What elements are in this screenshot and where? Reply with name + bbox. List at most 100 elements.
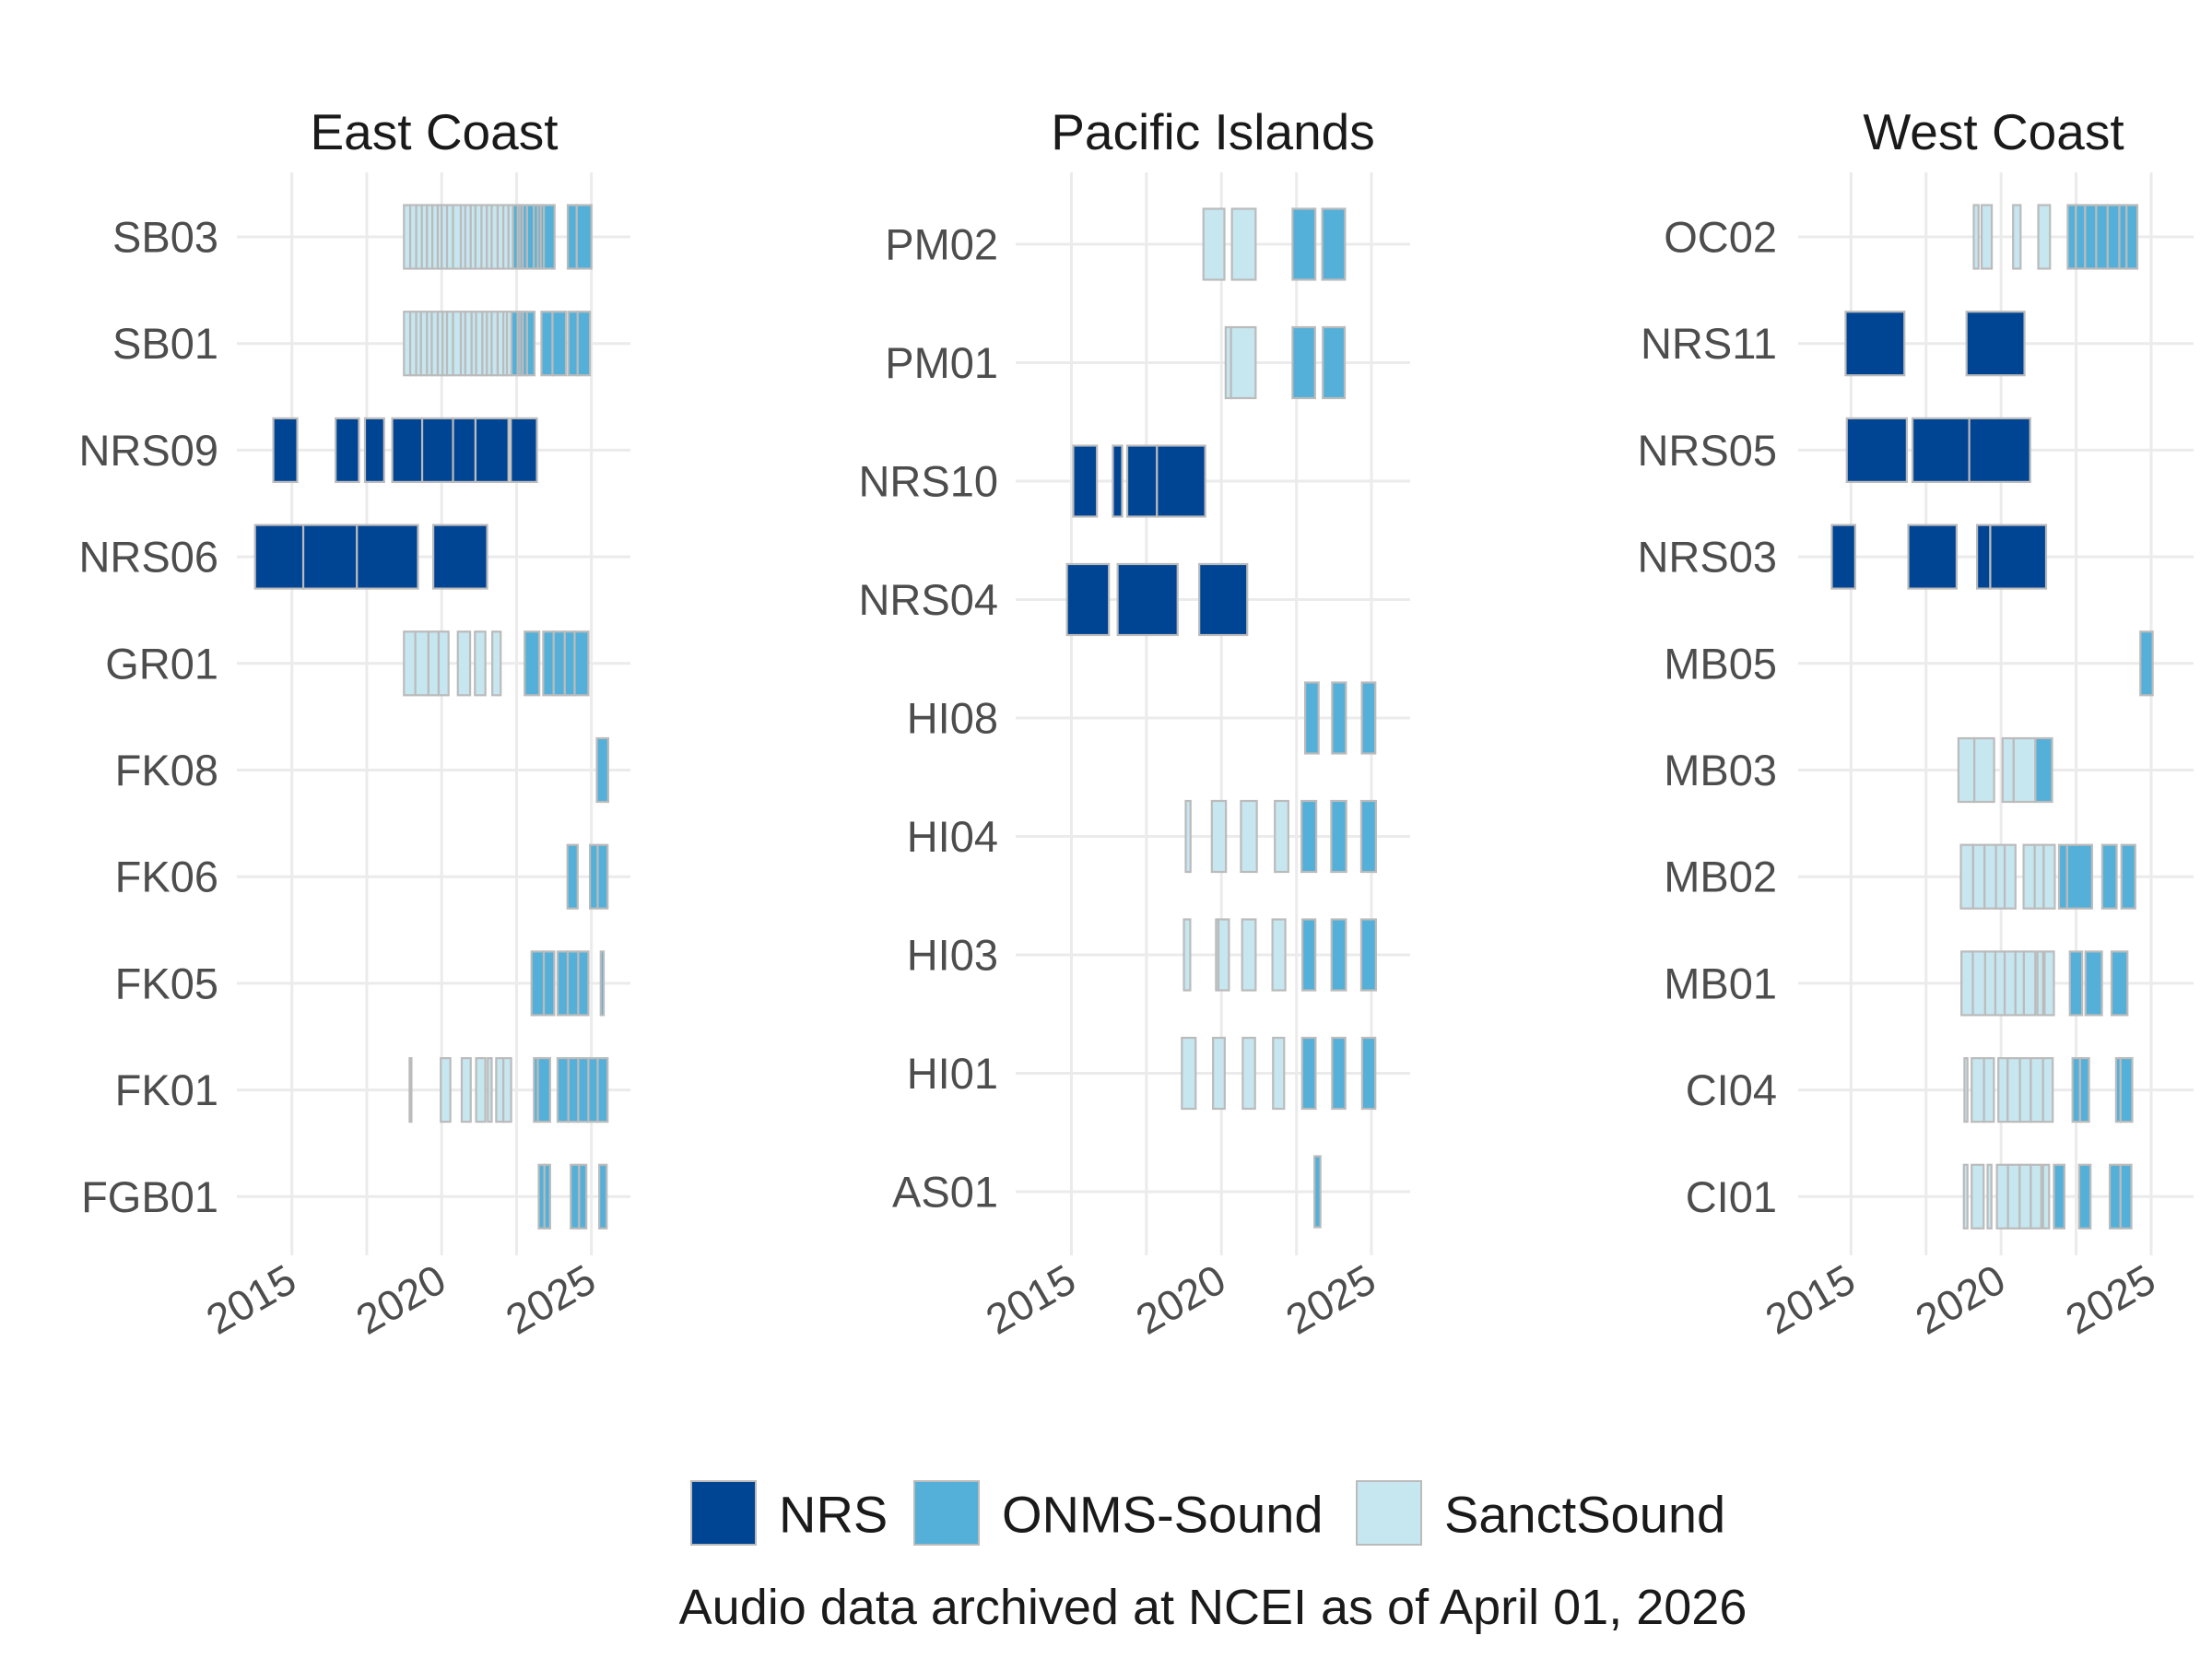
deployment-bar-nrs04 [1116,562,1179,637]
deployment-bar-pm02 [1321,207,1347,281]
deployment-bar-ci01 [2030,1163,2042,1230]
deployment-bar-nrs10 [1125,444,1159,518]
station-label: HI08 [907,694,998,743]
deployment-bar-mb05 [2139,630,2154,697]
station-label: MB03 [1664,746,1777,794]
deployment-bar-fk01 [408,1056,413,1124]
station-label: SB03 [112,213,218,262]
deployment-bar-gr01 [524,630,541,697]
deployment-bar-nrs09 [452,417,477,483]
deployment-bar-hi08 [1331,681,1347,755]
deployment-bar-fk05 [542,950,556,1017]
deployment-bar-sb01 [505,311,513,377]
station-label: FK08 [115,746,218,794]
deployment-bar-hi04 [1300,799,1318,874]
deployment-bar-mb01 [2110,950,2129,1017]
deployment-bar-fk01 [475,1056,487,1124]
deployment-bar-nrs10 [1156,444,1206,518]
deployment-bar-fk01 [577,1056,590,1124]
deployment-bar-sb03 [575,204,593,270]
deployment-bar-hi04 [1330,799,1347,874]
deployment-bar-mb02 [1971,843,1986,910]
deployment-bar-oc02 [2118,204,2128,270]
deployment-bar-nrs05 [1845,417,1908,483]
deployment-bar-mb01 [2084,950,2103,1017]
deployment-bar-hi01 [1300,1036,1317,1111]
station-label: SB01 [112,319,218,368]
deployment-bar-gr01 [542,630,555,697]
deployment-bar-fk01 [556,1056,570,1124]
deployment-bar-hi08 [1360,681,1377,755]
deployment-bar-nrs05 [1911,417,1971,483]
deployment-bar-mb01 [2043,950,2055,1017]
deployment-bar-oc02 [2125,204,2139,270]
station-label: NRS11 [1641,319,1777,368]
deployment-bar-pm02 [1202,207,1226,281]
deployment-bar-sb01 [540,311,554,377]
deployment-bar-mb03 [2001,736,2015,804]
station-label: MB02 [1664,853,1777,901]
facet-west-coast: OC02 NRS11 NRS05 NRS03 MB05 MB03 MB02 MB01 CI04 C… [1637,103,2194,1344]
station-label: MB05 [1664,639,1777,688]
deployment-bar-sb01 [567,311,579,377]
deployment-bar-mb02 [2057,843,2068,910]
deployment-bar-mb01 [1983,950,1997,1017]
deployment-bar-mb01 [2003,950,2017,1017]
deployment-bar-ci01 [2119,1163,2133,1230]
station-label: NRS09 [78,426,218,475]
deployment-bar-hi03 [1330,918,1347,992]
deployment-bar-sb01 [452,311,463,377]
deployment-bar-fk01 [495,1056,505,1124]
deployment-bar-fk01 [487,1056,493,1124]
deployment-bar-nrs03 [1975,524,1992,590]
deployment-bar-nrs03 [1989,524,2048,590]
deployment-bar-mb02 [2033,843,2045,910]
legend: NRS ONMS-Sound SanctSound [690,1480,1725,1546]
deployment-bar-mb02 [2120,843,2136,910]
deployment-bar-hi03 [1359,918,1377,992]
deployment-bar-hi04 [1210,799,1228,874]
station-label: HI04 [907,812,998,861]
deployment-bar-nrs09 [510,417,538,483]
deployment-bar-hi01 [1241,1036,1256,1111]
deployment-bar-pm01 [1322,325,1347,400]
deployment-bar-sb03 [507,204,514,270]
deployment-bar-fk06 [588,843,599,910]
deployment-bar-pm01 [1230,325,1257,400]
deployment-bar-fk08 [595,736,609,804]
deployment-bar-oc02 [2075,204,2087,270]
deployment-bar-ci04 [1963,1056,1969,1124]
deployment-bar-gr01 [456,630,472,697]
deployment-bar-pm02 [1291,207,1317,281]
deployment-bar-ci04 [2030,1056,2044,1124]
x-tick-label: 2015 [1758,1255,1864,1344]
deployment-bar-mb03 [2012,736,2037,804]
deployment-bar-fgb01 [578,1163,588,1230]
deployment-bar-sb03 [452,204,463,270]
deployment-bar-mb03 [2034,736,2053,804]
deployment-bar-nrs10 [1112,444,1124,518]
deployment-bar-ci01 [2108,1163,2122,1230]
deployment-bar-ci04 [2041,1056,2054,1124]
deployment-bar-gr01 [427,630,441,697]
deployment-bar-nrs09 [363,417,385,483]
station-label: PM01 [885,338,998,387]
deployment-bar-nrs04 [1198,562,1249,637]
deployment-bar-ci01 [1962,1163,1969,1230]
deployment-bar-nrs09 [391,417,424,483]
deployment-bar-fk05 [599,950,606,1017]
x-tick-label: 2025 [498,1255,604,1344]
legend-key-nrs [690,1480,757,1546]
legend-label-nrs: NRS [779,1486,888,1544]
deployment-bar-hi01 [1331,1036,1347,1111]
station-label: PM02 [885,220,998,269]
deployment-bar-gr01 [437,630,450,697]
deployment-bar-sb03 [525,204,535,270]
deployment-bar-mb01 [1971,950,1986,1017]
deployment-bar-ci01 [2077,1163,2092,1230]
deployment-bar-hi03 [1271,918,1287,992]
deployment-bar-gr01 [491,630,502,697]
deployment-bar-nrs05 [1968,417,2031,483]
deployment-bar-hi01 [1360,1036,1377,1111]
station-label: NRS06 [78,533,218,582]
